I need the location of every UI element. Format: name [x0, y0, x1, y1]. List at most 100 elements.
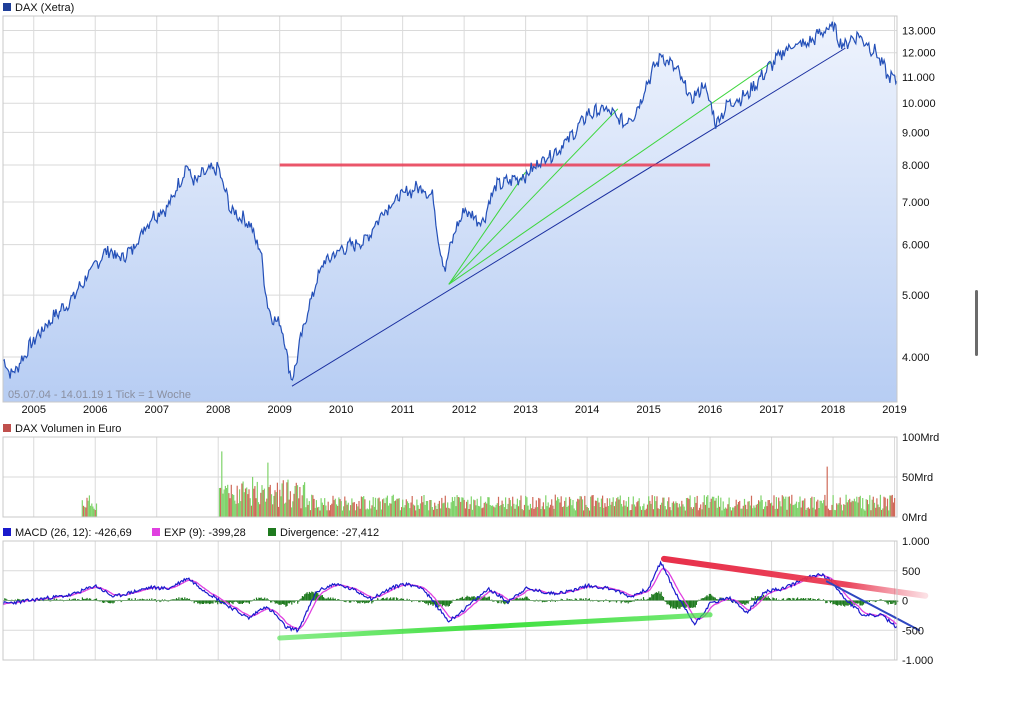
volume-bar [767, 500, 769, 517]
divergence-bar [344, 600, 346, 602]
volume-bar [464, 508, 466, 517]
divergence-bar [566, 598, 568, 601]
divergence-bar [118, 599, 120, 601]
scrollbar-handle[interactable] [975, 290, 978, 356]
price-area-fill [3, 21, 897, 402]
divergence-bar [377, 598, 379, 601]
divergence-bar [748, 600, 750, 602]
divergence-bar [163, 600, 165, 602]
volume-bar [518, 506, 520, 517]
volume-bar [864, 510, 866, 517]
volume-bar [268, 487, 270, 517]
volume-bar [455, 506, 457, 517]
volume-bar [302, 484, 304, 517]
divergence-bar [520, 598, 522, 601]
volume-bar [585, 504, 587, 517]
volume-bar [483, 502, 485, 517]
volume-bar [320, 498, 322, 517]
divergence-bar [752, 598, 754, 601]
volume-legend-swatch [3, 424, 11, 432]
volume-bar [852, 501, 854, 517]
volume-bar [891, 494, 893, 517]
price-x-tick-label: 2005 [22, 404, 46, 416]
volume-bar [749, 505, 751, 517]
divergence-bar [292, 600, 294, 602]
divergence-bar [799, 599, 801, 601]
volume-bar [685, 498, 688, 517]
divergence-bar [419, 600, 421, 603]
volume-bar [834, 510, 837, 517]
divergence-bar [824, 600, 826, 601]
volume-bar [505, 497, 507, 517]
volume-bar [311, 494, 313, 517]
volume-bar [769, 503, 772, 517]
divergence-bar [415, 600, 418, 602]
divergence-bar [255, 597, 258, 601]
volume-bar [842, 510, 844, 517]
volume-bar [645, 508, 647, 517]
divergence-bar [862, 600, 865, 605]
divergence-bar [786, 598, 788, 601]
volume-bar [288, 499, 290, 517]
volume-bar [506, 509, 508, 517]
divergence-bar [642, 597, 645, 601]
divergence-bar [73, 598, 75, 601]
divergence-bar [711, 595, 713, 601]
divergence-bar [474, 597, 476, 601]
volume-bar [722, 501, 724, 517]
divergence-bar [148, 598, 151, 601]
divergence-bar [827, 600, 829, 601]
volume-plot-frame [2, 436, 898, 518]
volume-bar [672, 501, 675, 517]
divergence-bar [627, 600, 629, 604]
divergence-bar [348, 600, 350, 603]
divergence-bar [185, 599, 187, 601]
volume-bar [529, 503, 531, 517]
divergence-bar [770, 599, 772, 601]
volume-bar [570, 498, 572, 517]
volume-bar [448, 507, 450, 517]
divergence-bar [332, 597, 334, 601]
volume-bar [726, 508, 728, 517]
macd-y-tick-label: 500 [902, 566, 920, 578]
divergence-bar [597, 600, 599, 602]
divergence-bar [264, 597, 266, 601]
volume-bar [750, 495, 753, 517]
divergence-bar [838, 600, 840, 605]
macd-panel: MACD (26, 12): -426,69 EXP (9): -399,28 … [2, 527, 933, 667]
volume-bar [404, 505, 406, 517]
volume-bar [516, 498, 518, 517]
volume-bar [765, 501, 767, 517]
volume-bar [402, 499, 404, 517]
divergence-bar [875, 600, 877, 602]
volume-bar [845, 494, 847, 517]
divergence-bar [326, 598, 328, 601]
divergence-bar [442, 600, 445, 606]
volume-bar [616, 498, 618, 517]
volume-bar [830, 510, 832, 517]
divergence-bar [288, 600, 290, 604]
volume-bar [415, 510, 417, 517]
divergence-bar [661, 595, 663, 601]
price-x-tick-label: 2009 [267, 404, 291, 416]
volume-bar [610, 504, 612, 517]
volume-bar [312, 495, 314, 517]
volume-bar [360, 496, 362, 517]
volume-bar [515, 504, 517, 517]
divergence-bar [473, 596, 475, 601]
volume-bar [440, 508, 442, 517]
divergence-bar [361, 600, 363, 603]
divergence-bar [622, 600, 625, 602]
volume-bar [443, 502, 445, 517]
macd-y-axis: 1.000 500 0 -500 -1.000 [902, 536, 933, 667]
volume-bar [259, 504, 261, 517]
divergence-bar [812, 598, 814, 601]
volume-bar [307, 504, 309, 517]
volume-bar [512, 496, 514, 517]
volume-bar [427, 501, 429, 517]
divergence-bar [564, 600, 566, 601]
divergence-bar [17, 598, 19, 601]
volume-bar [341, 510, 343, 517]
volume-bar [385, 497, 387, 517]
divergence-bar [234, 600, 236, 602]
